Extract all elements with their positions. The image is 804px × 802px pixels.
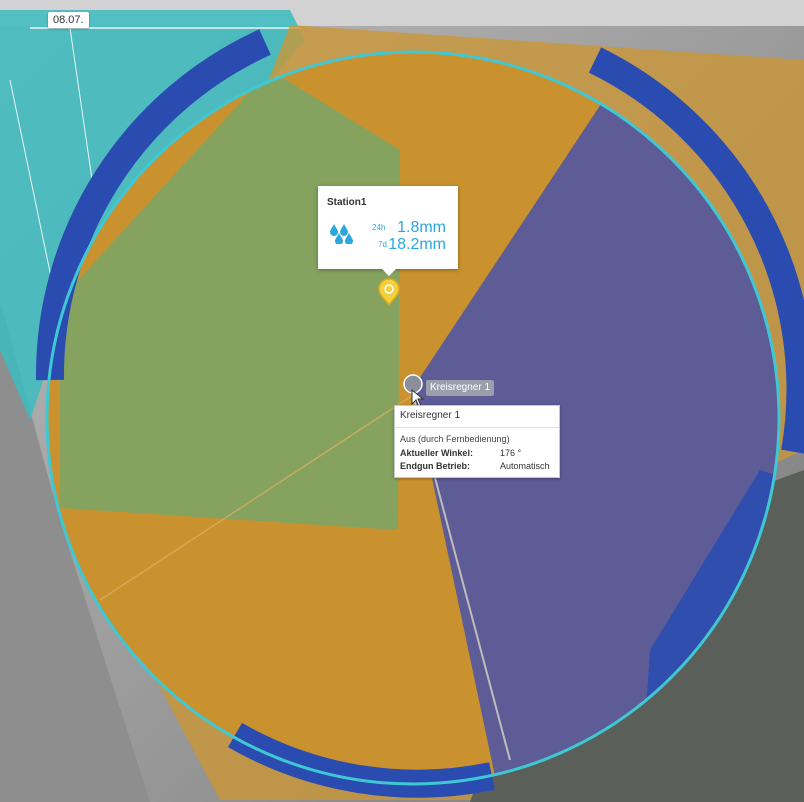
rain-24h-label: 24h [372, 223, 386, 232]
rain-24h-row: 24h 1.8mm [372, 219, 452, 237]
angle-label: Aktueller Winkel: [400, 448, 473, 458]
date-label: 08.07. [48, 12, 89, 28]
angle-value: 176 ° [500, 448, 522, 458]
pivot-info-popup: Kreisregner 1 Aus (durch Fernbedienung) … [394, 405, 560, 478]
endgun-arc [588, 47, 804, 454]
endgun-label: Endgun Betrieb: [400, 461, 470, 471]
pivot-circle-outline [45, 50, 781, 786]
endgun-row: Endgun Betrieb: Automatisch [400, 461, 555, 474]
pivot-badge[interactable]: Kreisregner 1 [426, 380, 495, 396]
station-marker-icon[interactable] [378, 278, 400, 307]
divider [395, 427, 559, 428]
rain-24h-value: 1.8mm [397, 219, 446, 236]
station-name: Station1 [327, 197, 367, 208]
pivot-status: Aus (durch Fernbedienung) [400, 434, 510, 444]
endgun-arc [35, 29, 271, 381]
rain-7d-label: 7d [378, 240, 387, 249]
sector-green [60, 70, 400, 530]
rain-7d-value: 18.2mm [388, 236, 446, 253]
field-strip [0, 300, 150, 802]
endgun-value: Automatisch [500, 461, 550, 471]
pivot-popup-title: Kreisregner 1 [400, 410, 461, 421]
field-boundary-line [69, 27, 96, 201]
rain-7d-row: 7d 18.2mm [372, 236, 452, 254]
sector-boundary-line [99, 394, 414, 601]
angle-row: Aktueller Winkel: 176 ° [400, 448, 555, 461]
rain-drops-icon [330, 224, 353, 244]
station-popup[interactable]: Station1 24h 1.8mm 7d 18.2mm [318, 186, 458, 276]
